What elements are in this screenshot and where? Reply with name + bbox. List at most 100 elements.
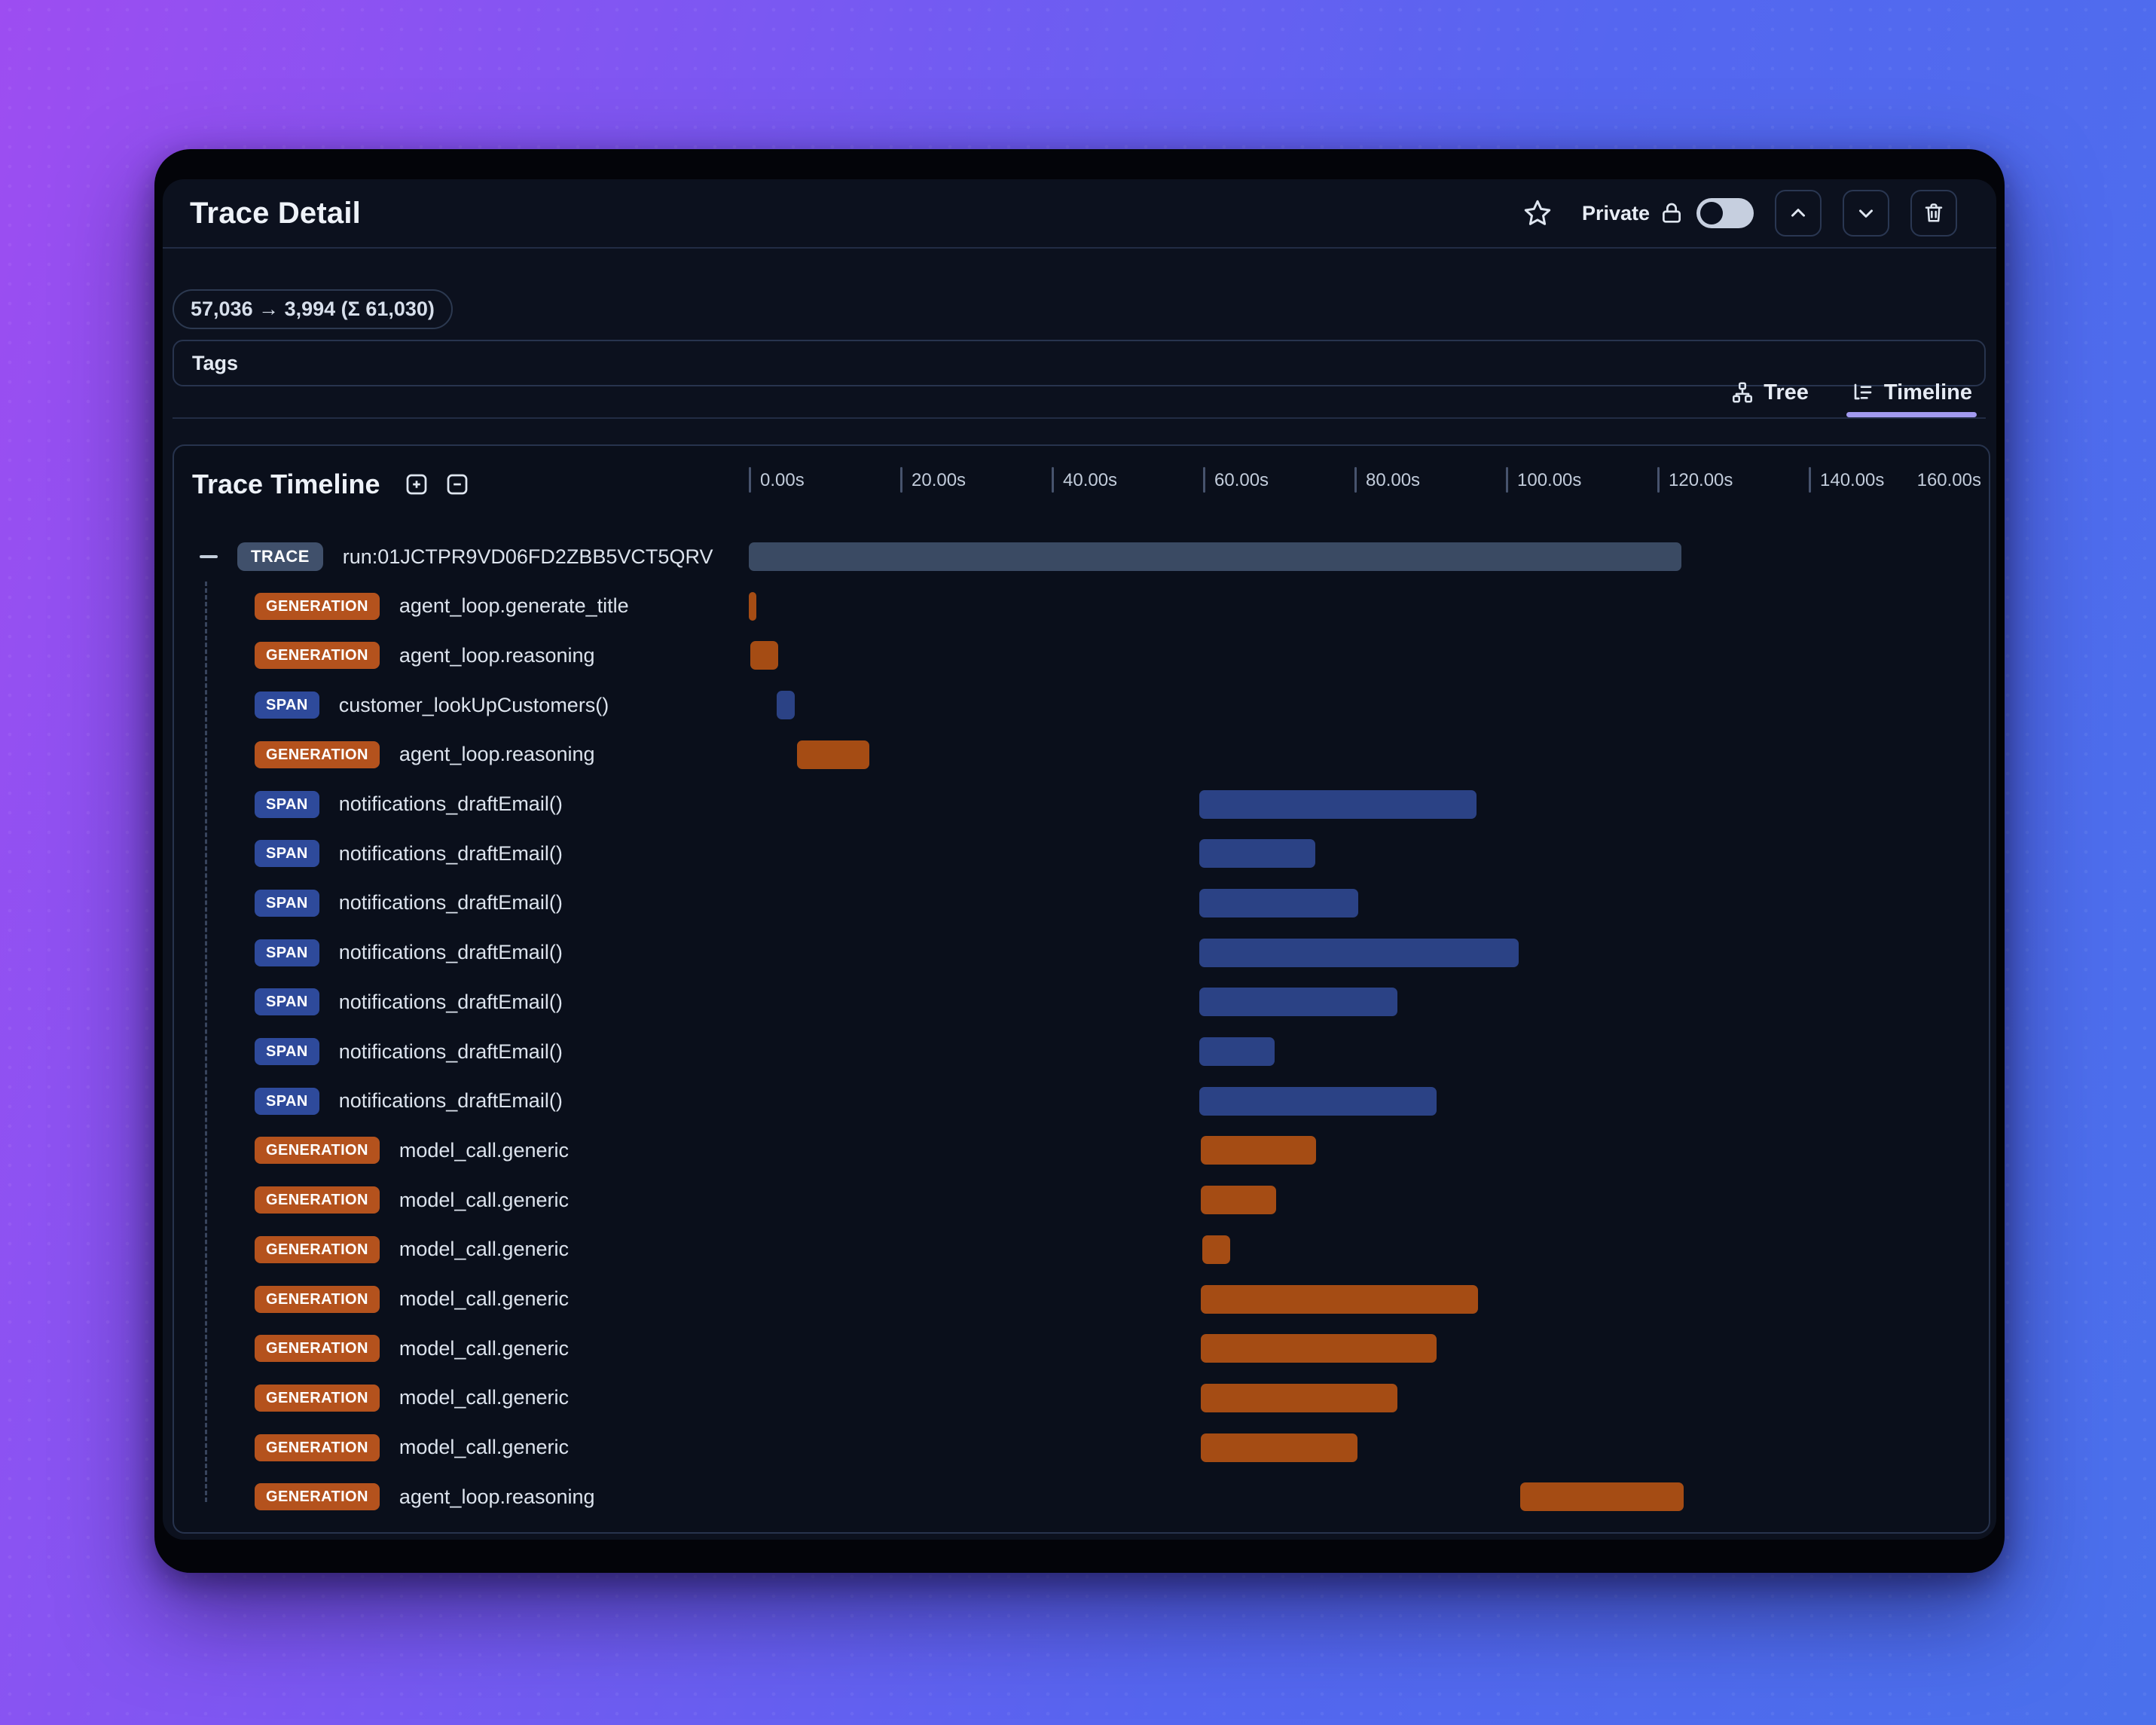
row-label: notifications_draftEmail() [338,1040,563,1063]
row-duration-bar[interactable] [797,740,869,769]
row-type-badge: SPAN [255,1087,319,1115]
row-duration-bar[interactable] [1199,789,1477,819]
tab-timeline-label: Timeline [1883,380,1972,405]
timeline-row[interactable]: SPAN notifications_draftEmail() [174,985,1989,1018]
star-icon[interactable] [1522,197,1553,229]
timeline-row[interactable]: GENERATION model_call.generic [174,1183,1989,1217]
timeline-row[interactable]: SPAN customer_lookUpCustomers() [174,688,1989,722]
row-type-badge: GENERATION [255,1384,380,1412]
timeline-row[interactable]: TRACE run:01JCTPR9VD06FD2ZBB5VCT5QRV [174,540,1989,573]
next-trace-button[interactable] [1843,190,1889,237]
timeline-row[interactable]: GENERATION agent_loop.reasoning [174,1480,1989,1513]
row-duration-bar[interactable] [1200,1334,1437,1363]
collapse-row-icon[interactable] [200,555,218,558]
row-duration-bar[interactable] [777,691,796,720]
tab-tree[interactable]: Tree [1726,369,1813,416]
tab-tree-label: Tree [1764,380,1809,405]
chevron-down-icon [1855,202,1877,224]
row-duration-bar[interactable] [1200,1383,1398,1412]
row-header: GENERATION model_call.generic [255,1382,569,1415]
row-duration-bar[interactable] [1520,1482,1684,1512]
timeline-row[interactable]: SPAN notifications_draftEmail() [174,837,1989,870]
row-type-badge: SPAN [255,840,319,868]
row-label: model_call.generic [399,1436,569,1459]
axis-tick: 40.00s [1052,467,1117,493]
tab-timeline[interactable]: Timeline [1846,369,1977,417]
timeline-row[interactable]: SPAN notifications_draftEmail() [174,788,1989,821]
token-usage-badge[interactable]: 57,036 → 3,994 (Σ 61,030) [173,289,453,329]
tree-icon [1730,380,1754,405]
timeline-title: Trace Timeline [192,469,380,499]
view-tabs: Tree Timeline [1726,369,1977,417]
row-type-badge: GENERATION [255,642,380,670]
row-header: GENERATION model_call.generic [255,1332,569,1365]
timeline-row[interactable]: GENERATION agent_loop.reasoning [174,639,1989,672]
row-duration-bar[interactable] [749,542,1682,571]
timeline-row[interactable]: SPAN notifications_draftEmail() [174,1085,1989,1118]
row-duration-bar[interactable] [1199,988,1398,1017]
timeline-row[interactable]: GENERATION model_call.generic [174,1382,1989,1415]
row-duration-bar[interactable] [749,591,757,621]
prev-trace-button[interactable] [1775,190,1822,237]
row-type-badge: SPAN [255,988,319,1016]
row-type-badge: GENERATION [255,1137,380,1165]
timeline-row[interactable]: GENERATION model_call.generic [174,1431,1989,1464]
timeline-row[interactable]: GENERATION agent_loop.reasoning [174,738,1989,771]
row-type-badge: GENERATION [255,1186,380,1214]
collapse-all-button[interactable] [443,470,472,499]
row-header: GENERATION agent_loop.reasoning [255,1480,595,1513]
axis-tick-label: 80.00s [1366,470,1421,490]
privacy-label: Private [1581,201,1650,224]
row-header: GENERATION model_call.generic [255,1431,569,1464]
row-type-badge: GENERATION [255,1235,380,1263]
axis-tick-mark [1052,467,1054,493]
row-header: GENERATION agent_loop.reasoning [255,639,595,672]
trace-detail-window: Trace Detail Private [154,149,2005,1573]
timeline-row[interactable]: SPAN notifications_draftEmail() [174,887,1989,920]
row-duration-bar[interactable] [1199,1037,1275,1066]
delete-trace-button[interactable] [1910,190,1957,237]
axis-tick: 120.00s [1657,467,1733,493]
tabs-divider [173,417,1986,419]
timeline-row[interactable]: SPAN notifications_draftEmail() [174,1035,1989,1068]
axis-tick-mark [1354,467,1357,493]
row-duration-bar[interactable] [1200,1186,1277,1215]
timeline-card-header: Trace Timeline [192,469,472,500]
row-duration-bar[interactable] [750,641,779,670]
timeline-row[interactable]: GENERATION agent_loop.generate_title [174,590,1989,623]
row-duration-bar[interactable] [1200,1433,1358,1462]
row-header: SPAN notifications_draftEmail() [255,1085,563,1118]
timeline-row[interactable]: GENERATION model_call.generic [174,1233,1989,1266]
axis-tick-label: 40.00s [1063,470,1118,490]
row-duration-bar[interactable] [1199,1086,1437,1116]
row-duration-bar[interactable] [1199,938,1519,967]
row-label: notifications_draftEmail() [338,990,563,1013]
timeline-row[interactable]: SPAN notifications_draftEmail() [174,936,1989,969]
timeline-row[interactable]: GENERATION model_call.generic [174,1332,1989,1365]
row-duration-bar[interactable] [1200,1136,1316,1165]
row-label: agent_loop.generate_title [399,594,629,618]
minus-square-icon [444,471,471,498]
axis-tick-mark [900,467,902,493]
window-content: Trace Detail Private [163,179,1996,1540]
row-header: GENERATION agent_loop.reasoning [255,738,595,771]
row-duration-bar[interactable] [1199,839,1315,869]
axis-tick: 140.00s [1809,467,1884,493]
row-label: notifications_draftEmail() [338,941,563,964]
timeline-icon [1851,380,1875,405]
row-duration-bar[interactable] [1199,888,1359,917]
row-label: agent_loop.reasoning [399,1485,595,1508]
row-duration-bar[interactable] [1202,1235,1231,1264]
axis-tick-mark [1657,467,1660,493]
privacy-toggle[interactable] [1696,198,1754,228]
expand-all-button[interactable] [402,470,431,499]
axis-tick-mark [749,467,751,493]
row-header: SPAN customer_lookUpCustomers() [255,688,609,722]
row-duration-bar[interactable] [1200,1284,1478,1314]
row-header: SPAN notifications_draftEmail() [255,788,563,821]
timeline-row[interactable]: GENERATION model_call.generic [174,1134,1989,1167]
tags-field[interactable]: Tags [173,340,1986,386]
row-label: notifications_draftEmail() [338,792,563,815]
axis-tick: 0.00s [749,467,805,493]
timeline-row[interactable]: GENERATION model_call.generic [174,1283,1989,1316]
